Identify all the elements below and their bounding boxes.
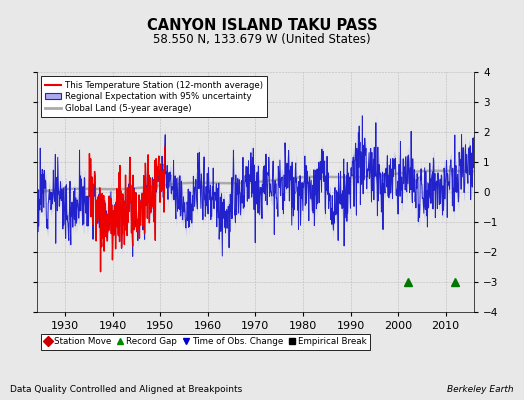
Text: 58.550 N, 133.679 W (United States): 58.550 N, 133.679 W (United States) (153, 33, 371, 46)
Legend: This Temperature Station (12-month average), Regional Expectation with 95% uncer: This Temperature Station (12-month avera… (41, 76, 267, 117)
Text: Data Quality Controlled and Aligned at Breakpoints: Data Quality Controlled and Aligned at B… (10, 385, 243, 394)
Text: Berkeley Earth: Berkeley Earth (447, 385, 514, 394)
Text: CANYON ISLAND TAKU PASS: CANYON ISLAND TAKU PASS (147, 18, 377, 33)
Legend: Station Move, Record Gap, Time of Obs. Change, Empirical Break: Station Move, Record Gap, Time of Obs. C… (41, 334, 370, 350)
